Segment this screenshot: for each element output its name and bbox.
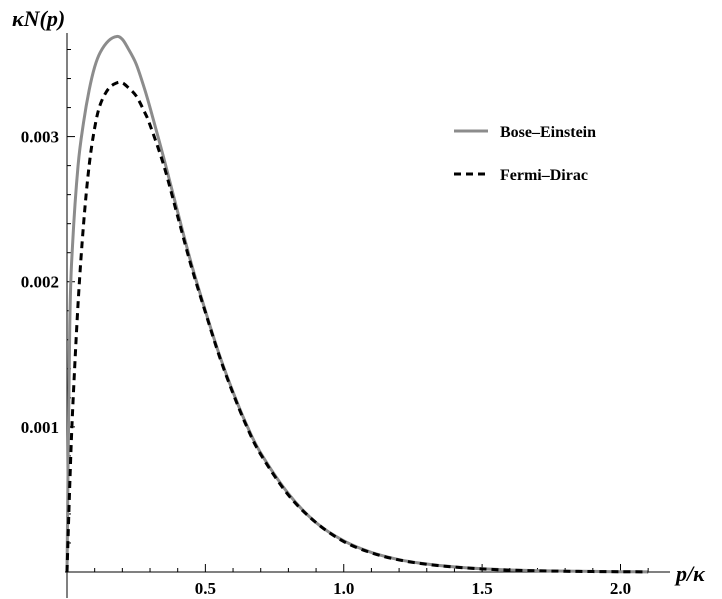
fermi-dirac-line: [65, 80, 649, 574]
x-tick-label: 1.5: [471, 579, 492, 598]
x-axis-title: p/κ: [674, 561, 706, 586]
series-layer: [65, 34, 649, 574]
axes: [65, 33, 670, 598]
tick-labels: 0.5 1.0 1.5 2.0 0.001 0.002 0.003: [21, 128, 631, 598]
y-tick-label: 0.001: [21, 418, 59, 437]
legend: Bose–Einstein Fermi–Dirac: [454, 124, 596, 184]
bose-einstein-line: [65, 34, 649, 574]
legend-label: Bose–Einstein: [500, 124, 596, 141]
y-tick-label: 0.003: [21, 128, 59, 147]
y-tick-label: 0.002: [21, 273, 59, 292]
x-tick-label: 1.0: [333, 579, 354, 598]
x-tick-label: 0.5: [195, 579, 216, 598]
y-axis-title: κN(p): [12, 6, 65, 31]
legend-label: Fermi–Dirac: [500, 167, 588, 184]
x-tick-label: 2.0: [610, 579, 631, 598]
